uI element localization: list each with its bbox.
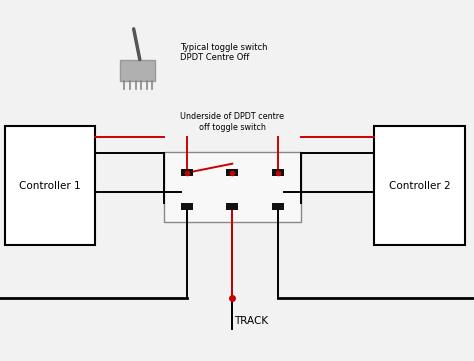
Text: Controller 2: Controller 2: [389, 181, 450, 191]
Bar: [181, 203, 193, 210]
Text: Underside of DPDT centre
off toggle switch: Underside of DPDT centre off toggle swit…: [180, 112, 284, 132]
Bar: [181, 170, 193, 176]
Text: TRACK: TRACK: [234, 316, 268, 326]
Bar: [272, 170, 283, 176]
Bar: [226, 170, 238, 176]
Bar: [226, 203, 238, 210]
Text: Controller 1: Controller 1: [19, 181, 81, 191]
Bar: [5, 126, 95, 245]
Bar: [120, 60, 155, 81]
Text: Typical toggle switch
DPDT Centre Off: Typical toggle switch DPDT Centre Off: [180, 43, 268, 62]
Bar: [164, 152, 301, 222]
Bar: [374, 126, 465, 245]
Bar: [272, 203, 283, 210]
